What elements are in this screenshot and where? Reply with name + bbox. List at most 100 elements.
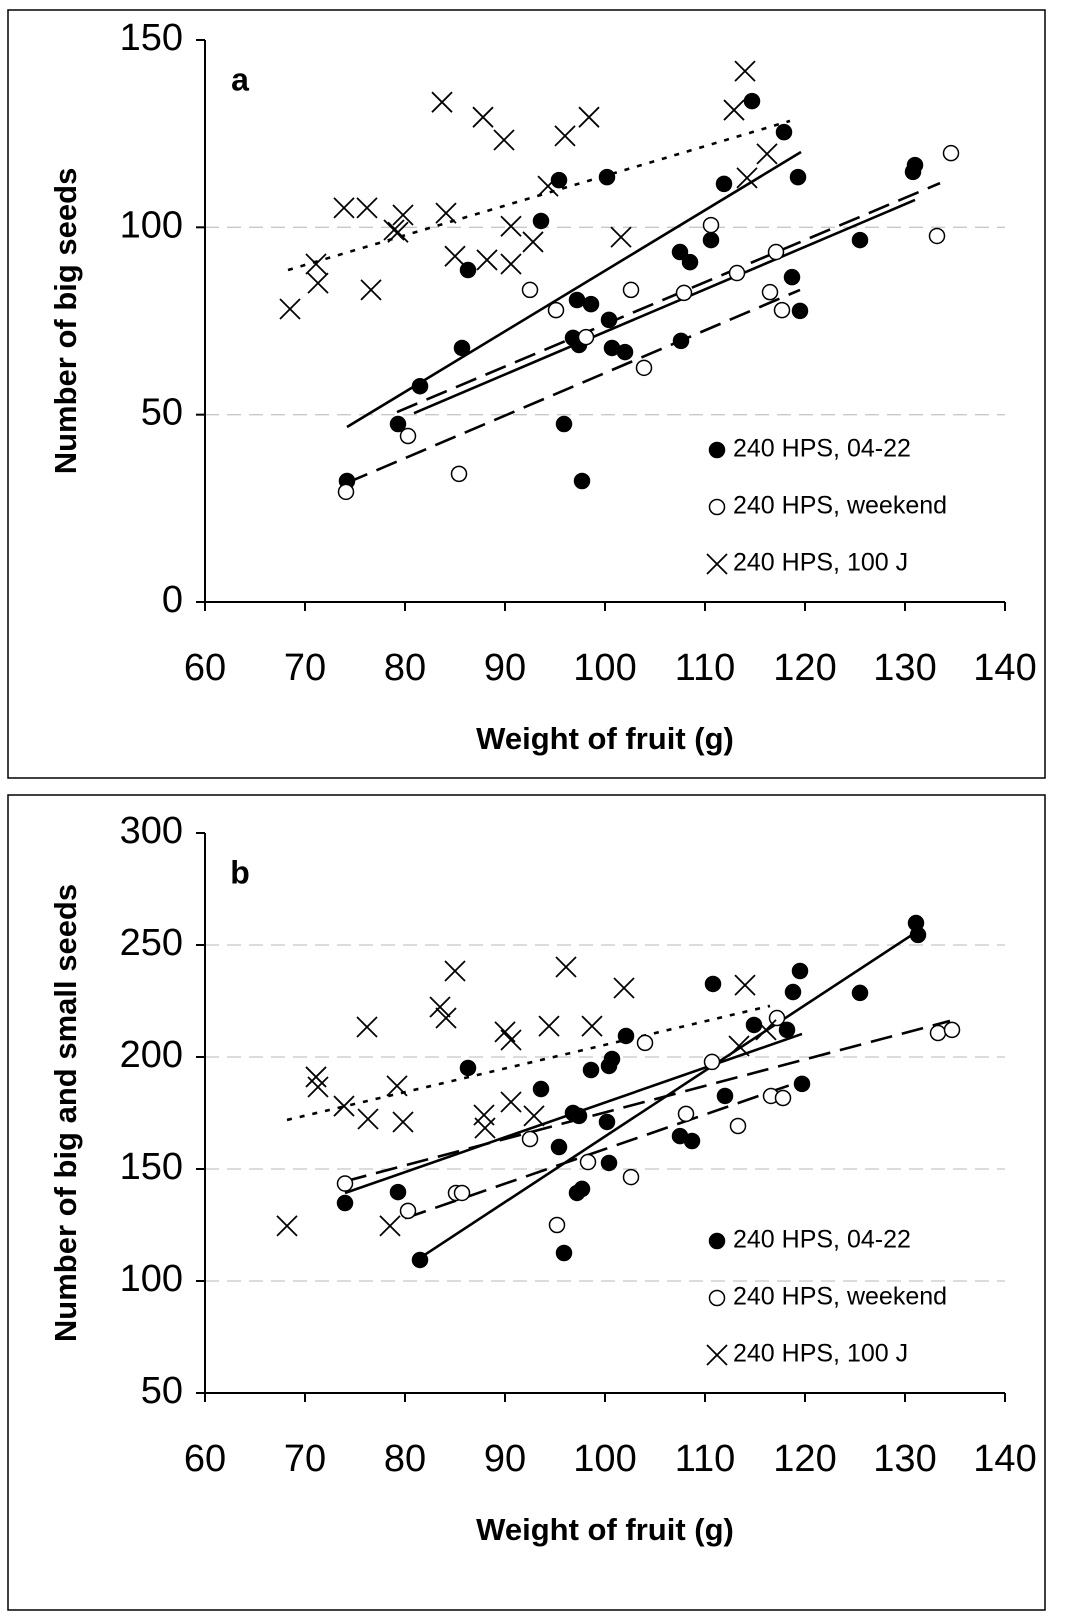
y-tick-label: 100	[120, 204, 183, 246]
series	[337, 144, 960, 501]
marker-cross	[435, 1007, 457, 1029]
marker-cross	[357, 1108, 379, 1130]
panel-frame	[7, 794, 1046, 1611]
marker-open	[399, 1202, 417, 1220]
trend-line	[344, 1019, 951, 1183]
marker-open	[761, 283, 779, 301]
legend: 240 HPS, 04-22 240 HPS, weekend 240 HPS, 1…	[706, 435, 947, 577]
cross-stroke	[493, 129, 515, 151]
marker-filled	[778, 1021, 796, 1039]
marker-open	[636, 1034, 654, 1052]
marker-filled	[555, 1244, 573, 1262]
cross-stroke	[476, 249, 498, 271]
marker-filled	[532, 1080, 550, 1098]
marker-filled	[672, 332, 690, 350]
cross-stroke	[472, 106, 494, 128]
marker-cross	[523, 1105, 545, 1127]
cross-stroke	[435, 1007, 457, 1029]
marker-filled	[568, 291, 586, 309]
x-tick-label: 120	[773, 647, 836, 689]
cross-stroke	[307, 1076, 329, 1098]
cross-stroke	[387, 221, 409, 243]
marker-filled	[573, 472, 591, 490]
marker-cross	[728, 1035, 750, 1057]
marker-cross	[706, 553, 728, 575]
marker-open	[622, 281, 640, 299]
x-tick-label: 110	[675, 1438, 736, 1480]
cross-stroke	[578, 106, 600, 128]
cross-stroke	[728, 1035, 750, 1057]
x-tick-label: 90	[484, 647, 526, 689]
cross-stroke	[522, 231, 544, 253]
marker-open	[675, 284, 693, 302]
marker-open	[929, 1024, 947, 1042]
marker-open	[708, 1289, 726, 1307]
marker-open	[336, 1175, 354, 1192]
marker-open	[450, 465, 468, 483]
y-tick-label: 100	[120, 1258, 183, 1300]
marker-cross	[383, 219, 405, 241]
marker-cross	[500, 1029, 522, 1051]
cross-stroke	[431, 91, 453, 113]
marker-cross	[522, 231, 544, 253]
x-tick-label: 70	[284, 647, 326, 689]
marker-cross	[734, 60, 756, 82]
cross-stroke	[333, 197, 355, 219]
panel-letter: b	[230, 854, 250, 890]
marker-open	[677, 1105, 695, 1123]
marker-cross	[333, 197, 355, 219]
marker-open	[521, 281, 539, 299]
marker-filled	[793, 1075, 811, 1093]
y-tick-label: 50	[141, 392, 183, 434]
panel-frame	[7, 9, 1046, 779]
cross-stroke	[435, 202, 457, 224]
series	[336, 914, 927, 1269]
cross-stroke	[392, 204, 414, 226]
marker-cross	[706, 1344, 728, 1366]
marker-filled	[745, 1016, 763, 1034]
marker-cross	[387, 221, 409, 243]
cross-stroke	[356, 197, 378, 219]
marker-cross	[392, 1111, 414, 1133]
marker-cross	[431, 91, 453, 113]
marker-cross	[305, 253, 327, 275]
trend-line	[396, 181, 941, 414]
marker-open	[635, 359, 653, 377]
y-axis-title: Number of big and small seeds	[48, 884, 83, 1342]
marker-cross	[578, 106, 600, 128]
cross-stroke	[555, 956, 577, 978]
marker-open	[943, 1021, 961, 1039]
marker-filled	[708, 441, 726, 459]
marker-filled	[550, 171, 568, 189]
marker-filled	[702, 231, 720, 249]
marker-cross	[476, 249, 498, 271]
cross-stroke	[613, 977, 635, 999]
marker-cross	[307, 272, 329, 294]
y-tick-label: 0	[162, 579, 183, 621]
marker-cross	[279, 298, 301, 320]
marker-cross	[429, 996, 451, 1018]
marker-open	[577, 328, 595, 346]
cross-stroke	[500, 1029, 522, 1051]
marker-cross	[736, 167, 758, 189]
marker-filled	[598, 168, 616, 186]
marker-cross	[555, 956, 577, 978]
y-tick-label: 150	[120, 1146, 183, 1188]
cross-stroke	[444, 960, 466, 982]
cross-stroke	[360, 279, 382, 301]
marker-cross	[379, 1215, 401, 1237]
legend-label: 240 HPS, weekend	[733, 492, 947, 520]
marker-filled	[715, 175, 733, 193]
marker-filled	[411, 377, 429, 395]
legend: 240 HPS, 04-22 240 HPS, weekend 240 HPS, 1…	[706, 1226, 947, 1368]
marker-filled	[550, 1138, 568, 1156]
x-tick-label: 100	[573, 647, 636, 689]
panel: 50 100 150 200 250 300 60 70 80 90 100 110 120 130 140…	[7, 794, 1046, 1611]
cross-stroke	[581, 1015, 603, 1037]
marker-open	[942, 144, 960, 162]
marker-filled	[600, 1057, 618, 1075]
marker-open	[702, 216, 720, 234]
x-tick-label: 110	[675, 647, 736, 689]
marker-open	[729, 1117, 747, 1135]
marker-cross	[581, 1015, 603, 1037]
